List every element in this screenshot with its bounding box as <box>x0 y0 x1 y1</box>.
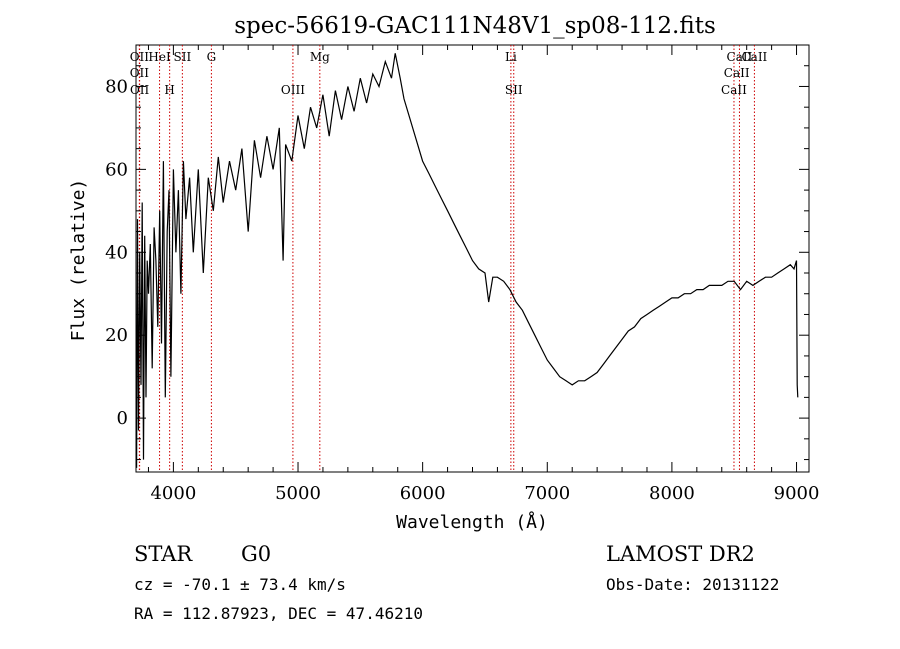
line-marker-label: OIII <box>281 83 305 97</box>
x-tick-label: 8000 <box>649 483 695 504</box>
line-marker-label: SII <box>174 50 192 64</box>
line-marker-label: H <box>164 83 174 97</box>
y-axis-ticks: 0 20 40 60 80 <box>105 44 809 461</box>
x-tick-label: 9000 <box>774 483 820 504</box>
line-marker-label: OII <box>130 50 150 64</box>
redshift-cz: cz = -70.1 ± 73.4 km/s <box>134 575 346 594</box>
y-tick-label: 60 <box>105 159 128 180</box>
y-tick-label: 80 <box>105 76 128 97</box>
plot-frame <box>135 44 810 473</box>
observation-date: Obs-Date: 20131122 <box>606 575 779 594</box>
y-tick-label: 40 <box>105 242 128 263</box>
line-marker-label: Li <box>505 50 517 64</box>
y-tick-label: 20 <box>105 325 128 346</box>
object-subclass: G0 <box>241 542 271 566</box>
x-axis-label: Wavelength (Å) <box>396 511 548 533</box>
x-tick-label: 4000 <box>150 483 196 504</box>
chart-title: spec-56619-GAC111N48V1_sp08-112.fits <box>234 13 716 39</box>
line-marker-label: SII <box>505 83 523 97</box>
line-marker-label: CaII <box>724 66 750 80</box>
y-tick-label: 0 <box>117 408 128 429</box>
x-tick-label: 5000 <box>275 483 321 504</box>
y-axis-label: Flux (relative) <box>68 179 89 342</box>
line-marker-label: CaII <box>727 50 753 64</box>
line-marker-label: G <box>207 50 217 64</box>
x-tick-label: 6000 <box>400 483 446 504</box>
x-tick-label: 7000 <box>524 483 570 504</box>
line-marker-label: CaII <box>721 83 747 97</box>
spectral-line-markers <box>138 45 755 472</box>
spectrum-line <box>136 53 799 468</box>
line-marker-label: OII <box>130 66 150 80</box>
sky-coordinates: RA = 112.87923, DEC = 47.46210 <box>134 604 423 623</box>
line-marker-label: OII <box>130 83 150 97</box>
line-marker-label: Mg <box>310 50 330 64</box>
line-marker-label: HeI <box>148 50 171 64</box>
object-class: STAR <box>134 542 193 566</box>
line-marker-label: CaII <box>741 50 767 64</box>
survey-name: LAMOST DR2 <box>606 542 755 566</box>
x-axis-ticks: 4000 5000 6000 7000 8000 9000 <box>147 45 820 504</box>
